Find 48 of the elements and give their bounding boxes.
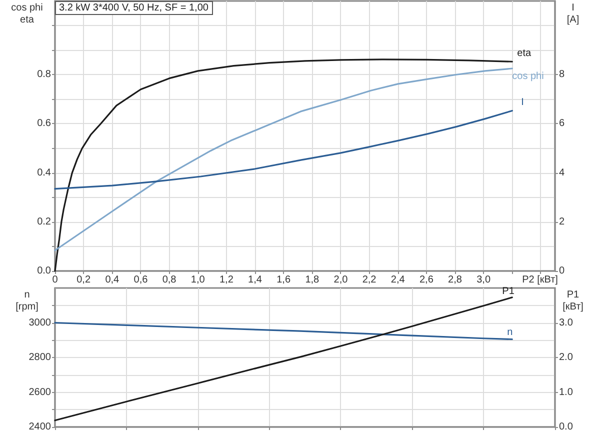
x-tick-label: 0,6 [134,274,148,286]
y-tick-label: 0.0 [37,266,52,276]
series-label: P1 [502,286,515,297]
y-tick-label: 0.6 [37,118,52,130]
y2-tick-label: 8 [559,69,565,80]
y2-axis-title: P1 [кВт] [562,290,584,312]
y-tick-label: 3000 [28,317,52,328]
y-tick-label: 2400 [28,422,52,432]
y-tick-label: 0.4 [37,167,52,178]
x-tick-label: 1,8 [305,274,320,286]
x-tick-label: 1,0 [190,274,206,286]
y2-tick-label: 6 [559,118,565,130]
x-tick-label: 0,8 [162,274,177,286]
y2-tick-label: 1.0 [559,386,574,398]
series-label: n [507,326,513,338]
line-series [54,110,513,190]
x-tick-label: 3,0 [476,274,491,286]
x-tick-label: 2,4 [390,274,406,286]
y2-tick-label: 4 [559,167,565,178]
x-tick-label: 2,6 [419,274,434,286]
x-tick-label: 1,4 [248,274,262,286]
y2-tick-label: 0.0 [559,422,574,432]
chart-title: 3.2 kW 3*400 V, 50 Hz, SF = 1,00 [59,2,209,14]
x-tick-label: 2,8 [448,274,462,286]
line-series [54,322,513,340]
x-tick-label: 2,2 [362,274,377,286]
x-tick-label: 1,6 [276,274,291,286]
series-label: I [521,97,524,108]
y2-tick-label: 2 [559,216,565,228]
line-series [54,296,513,422]
x-tick-label: 0,4 [105,274,120,286]
y-axis-title: cos phi eta [11,2,43,26]
x-tick-label: 2,0 [334,274,348,286]
y-tick-label: 2600 [28,386,52,398]
series-label: cos phi [512,71,544,82]
y2-tick-label: 2.0 [559,352,574,363]
x-tick-label: 0 [52,274,58,286]
x-tick-label: 1,2 [219,274,234,286]
y2-tick-label: 3.0 [559,317,574,328]
x-tick-label: 0,2 [76,274,91,286]
y2-axis-title: I [A] [566,2,580,26]
y-tick-label: 0.8 [37,69,52,80]
x-axis-title: P2 [кВт] [522,274,558,286]
y-axis-title: n [rpm] [16,290,39,312]
series-label: eta [517,48,532,60]
y2-tick-label: 0 [559,266,565,276]
y-tick-label: 2800 [28,352,52,363]
y-tick-label: 0.2 [37,216,52,228]
